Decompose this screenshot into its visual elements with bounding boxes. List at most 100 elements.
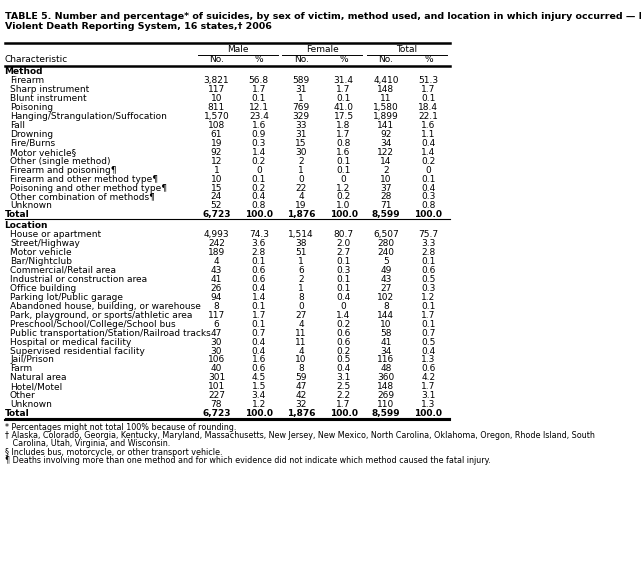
- Text: 34: 34: [380, 139, 392, 148]
- Text: 1,876: 1,876: [287, 409, 315, 418]
- Text: 1: 1: [213, 165, 219, 175]
- Text: 0.6: 0.6: [337, 328, 351, 338]
- Text: 1.5: 1.5: [252, 382, 266, 391]
- Text: 3.1: 3.1: [337, 373, 351, 383]
- Text: No.: No.: [378, 55, 394, 65]
- Text: 1.7: 1.7: [421, 310, 435, 320]
- Text: 0.5: 0.5: [421, 275, 435, 284]
- Text: 41: 41: [380, 338, 392, 347]
- Text: 8,599: 8,599: [372, 409, 400, 418]
- Text: 8: 8: [213, 302, 219, 311]
- Text: 1.7: 1.7: [337, 400, 351, 409]
- Text: 41: 41: [211, 275, 222, 284]
- Text: Natural area: Natural area: [10, 373, 67, 383]
- Text: 94: 94: [211, 292, 222, 302]
- Text: 10: 10: [211, 175, 222, 184]
- Text: 301: 301: [208, 373, 225, 383]
- Text: 4: 4: [298, 346, 304, 355]
- Text: 0.2: 0.2: [252, 183, 266, 192]
- Text: Poisoning: Poisoning: [10, 103, 53, 112]
- Text: 0.3: 0.3: [421, 284, 435, 293]
- Text: 0.2: 0.2: [252, 157, 266, 166]
- Text: 110: 110: [378, 400, 395, 409]
- Text: 0.4: 0.4: [421, 183, 435, 192]
- Text: 122: 122: [378, 147, 394, 157]
- Text: Other combination of methods¶: Other combination of methods¶: [10, 192, 155, 202]
- Text: 100.0: 100.0: [245, 409, 273, 418]
- Text: 1.6: 1.6: [252, 355, 266, 365]
- Text: 37: 37: [380, 183, 392, 192]
- Text: 242: 242: [208, 239, 225, 248]
- Text: 1: 1: [298, 94, 304, 103]
- Text: 31: 31: [296, 129, 307, 139]
- Text: 12: 12: [211, 157, 222, 166]
- Text: Preschool/School/College/School bus: Preschool/School/College/School bus: [10, 320, 176, 329]
- Text: 6,723: 6,723: [202, 409, 231, 418]
- Text: Park, playground, or sports/athletic area: Park, playground, or sports/athletic are…: [10, 310, 192, 320]
- Text: 0.1: 0.1: [252, 94, 266, 103]
- Text: 0.4: 0.4: [252, 284, 266, 293]
- Text: 769: 769: [292, 103, 310, 112]
- Text: 141: 141: [378, 121, 394, 130]
- Text: Total: Total: [397, 45, 418, 54]
- Text: 0.1: 0.1: [252, 175, 266, 184]
- Text: 0.4: 0.4: [337, 364, 351, 373]
- Text: 24: 24: [211, 192, 222, 202]
- Text: 101: 101: [208, 382, 225, 391]
- Text: Female: Female: [306, 45, 338, 54]
- Text: 100.0: 100.0: [329, 409, 358, 418]
- Text: 33: 33: [296, 121, 307, 130]
- Text: * Percentages might not total 100% because of rounding.: * Percentages might not total 100% becau…: [4, 423, 236, 432]
- Text: § Includes bus, motorcycle, or other transport vehicle.: § Includes bus, motorcycle, or other tra…: [4, 447, 222, 457]
- Text: 0.8: 0.8: [421, 201, 435, 210]
- Text: 117: 117: [208, 310, 225, 320]
- Text: Commercial/Retail area: Commercial/Retail area: [10, 266, 116, 275]
- Text: 0.1: 0.1: [252, 320, 266, 329]
- Text: 0.1: 0.1: [421, 320, 435, 329]
- Text: 1.7: 1.7: [421, 382, 435, 391]
- Text: 6: 6: [213, 320, 219, 329]
- Text: Supervised residential facility: Supervised residential facility: [10, 346, 145, 355]
- Text: ¶ Deaths involving more than one method and for which evidence did not indicate : ¶ Deaths involving more than one method …: [4, 456, 490, 465]
- Text: 0: 0: [298, 302, 304, 311]
- Text: 38: 38: [296, 239, 307, 248]
- Text: 4.2: 4.2: [421, 373, 435, 383]
- Text: 360: 360: [378, 373, 395, 383]
- Text: 2: 2: [298, 275, 304, 284]
- Text: 4,410: 4,410: [373, 76, 399, 85]
- Text: 4: 4: [298, 320, 304, 329]
- Text: 117: 117: [208, 85, 225, 94]
- Text: 2.2: 2.2: [337, 391, 351, 401]
- Text: 100.0: 100.0: [245, 210, 273, 220]
- Text: Farm: Farm: [10, 364, 32, 373]
- Text: 0.4: 0.4: [337, 292, 351, 302]
- Text: 6: 6: [298, 266, 304, 275]
- Text: 17.5: 17.5: [333, 112, 354, 121]
- Text: 2.7: 2.7: [337, 248, 351, 257]
- Text: 148: 148: [378, 382, 394, 391]
- Text: 0: 0: [256, 165, 262, 175]
- Text: 0.1: 0.1: [337, 165, 351, 175]
- Text: 1,899: 1,899: [373, 112, 399, 121]
- Text: 1,876: 1,876: [287, 210, 315, 220]
- Text: 1.8: 1.8: [337, 121, 351, 130]
- Text: 3.3: 3.3: [421, 239, 435, 248]
- Text: 43: 43: [211, 266, 222, 275]
- Text: 0.1: 0.1: [421, 94, 435, 103]
- Text: 3.6: 3.6: [252, 239, 266, 248]
- Text: Industrial or construction area: Industrial or construction area: [10, 275, 147, 284]
- Text: Bar/Nightclub: Bar/Nightclub: [10, 257, 72, 266]
- Text: 1.7: 1.7: [252, 310, 266, 320]
- Text: 108: 108: [208, 121, 225, 130]
- Text: 0.1: 0.1: [421, 175, 435, 184]
- Text: 269: 269: [378, 391, 394, 401]
- Text: 11: 11: [380, 94, 392, 103]
- Text: 92: 92: [211, 147, 222, 157]
- Text: 2.8: 2.8: [252, 248, 266, 257]
- Text: Public transportation/Station/Railroad tracks: Public transportation/Station/Railroad t…: [10, 328, 211, 338]
- Text: 1.7: 1.7: [337, 85, 351, 94]
- Text: Jail/Prison: Jail/Prison: [10, 355, 54, 365]
- Text: 0.1: 0.1: [252, 302, 266, 311]
- Text: 227: 227: [208, 391, 225, 401]
- Text: 0.2: 0.2: [337, 192, 351, 202]
